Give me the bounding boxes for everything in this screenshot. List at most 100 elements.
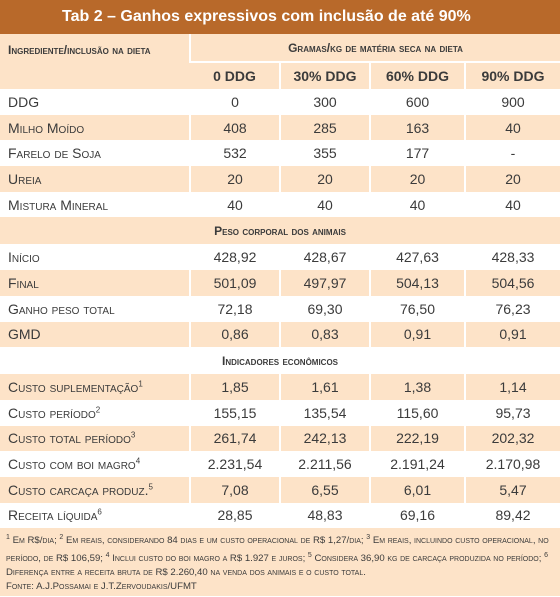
cell: 40 xyxy=(369,191,465,218)
cell: 20 xyxy=(369,166,465,192)
cell: 261,74 xyxy=(189,425,280,452)
cell: 285 xyxy=(279,114,370,141)
data-row: Receita líquida6 28,85 48,83 69,16 89,42 xyxy=(0,502,560,529)
row-label: DDG xyxy=(8,93,40,110)
data-row: DDG 0 300 600 900 xyxy=(0,89,560,115)
cell: 40 xyxy=(279,191,370,218)
group-header: Gramas/kg de matéria seca na dieta xyxy=(188,34,560,63)
cell: 504,13 xyxy=(369,270,465,296)
cell: 428,92 xyxy=(189,244,280,271)
row-label: Custo período xyxy=(8,404,96,421)
cell: 300 xyxy=(279,89,370,115)
column-header: 90% DDG xyxy=(463,62,560,89)
cell: 1,14 xyxy=(463,374,560,400)
cell: 72,18 xyxy=(189,295,280,322)
cell: 6,55 xyxy=(279,476,370,503)
data-row: Ureia 20 20 20 20 xyxy=(0,166,560,192)
data-row: Final 501,09 497,97 504,13 504,56 xyxy=(0,270,560,296)
cell: 40 xyxy=(463,114,560,141)
data-row: Início 428,92 428,67 427,63 428,33 xyxy=(0,244,560,271)
cell: 2.231,54 xyxy=(189,451,280,477)
row-label: Ganho peso total xyxy=(8,300,115,317)
cell: 532 xyxy=(189,140,280,167)
note-ref: 6 xyxy=(97,507,102,517)
section-title: Indicadores econômicos xyxy=(222,353,339,368)
row-label-cell: Mistura Mineral xyxy=(0,192,190,218)
column-header: 60% DDG xyxy=(369,62,465,89)
cell: 40 xyxy=(463,191,560,218)
footnote-text: Inclui custo do boi magro a R$ 1.927 e j… xyxy=(112,552,306,564)
row-label-cell: Custo suplementação1 xyxy=(0,374,190,400)
footnote-mark: 6 xyxy=(544,551,548,559)
data-table: Ingrediente/inclusão na dieta Gramas/kg … xyxy=(0,34,560,529)
source: Fonte: A.J.Possamai e J.T.Zervoudakis/UF… xyxy=(6,580,197,592)
cell: 135,54 xyxy=(279,399,370,426)
cell: 202,32 xyxy=(463,425,560,452)
cell: - xyxy=(463,140,560,167)
cell: 0,83 xyxy=(279,321,370,348)
cell: 76,23 xyxy=(463,295,560,322)
data-row: Milho Moído 408 285 163 40 xyxy=(0,114,560,141)
cell: 1,85 xyxy=(189,374,280,400)
cell: 1,61 xyxy=(279,374,370,400)
row-label: Custo total período xyxy=(8,430,131,447)
cell: 95,73 xyxy=(463,399,560,426)
data-row: Custo carcaça produz.5 7,08 6,55 6,01 5,47 xyxy=(0,476,560,503)
cell: 155,15 xyxy=(189,399,280,426)
footnote-mark: 1 xyxy=(6,534,10,542)
row-label-cell: Ureia xyxy=(0,166,190,192)
cell: 7,08 xyxy=(189,476,280,503)
cell: 501,09 xyxy=(189,270,280,296)
cell: 428,33 xyxy=(463,244,560,271)
row-label-cell: Custo com boi magro4 xyxy=(0,451,190,477)
data-row: Mistura Mineral 40 40 40 40 xyxy=(0,191,560,218)
row-label: Ureia xyxy=(8,170,42,187)
cell: 408 xyxy=(189,114,280,141)
footnote-text: Em R$/dia; xyxy=(12,535,57,547)
footnote-text: Em reais, considerando 84 dias e um cust… xyxy=(66,535,364,547)
data-row: Custo suplementação1 1,85 1,61 1,38 1,14 xyxy=(0,374,560,400)
cell: 427,63 xyxy=(369,244,465,271)
row-label: Custo com boi magro xyxy=(8,456,136,473)
row-label-cell: DDG xyxy=(0,89,190,115)
data-row: Farelo de Soja 532 355 177- xyxy=(0,140,560,167)
cell: 76,50 xyxy=(369,295,465,322)
cell: 0 xyxy=(189,89,280,115)
cell: 355 xyxy=(279,140,370,167)
footnotes: 1 Em R$/dia; 2 Em reais, considerando 84… xyxy=(0,528,560,597)
cell: 5,47 xyxy=(463,476,560,503)
note-ref: 1 xyxy=(138,379,143,389)
cell: 0,91 xyxy=(463,321,560,348)
note-ref: 5 xyxy=(148,482,153,492)
section-row: Peso corporal dos animais xyxy=(0,217,560,245)
cell: 28,85 xyxy=(189,502,280,529)
footnote-text: Considera 36,90 kg de carcaça produzida … xyxy=(314,552,542,564)
cell: 2.211,56 xyxy=(279,451,370,477)
data-row: GMD 0,86 0,83 0,91 0,91 xyxy=(0,321,560,348)
row-label: Farelo de Soja xyxy=(8,145,101,162)
row-label-cell: Milho Moído xyxy=(0,114,190,141)
cell: 69,16 xyxy=(369,502,465,529)
cell: 2.170,98 xyxy=(463,451,560,477)
row-label: Início xyxy=(8,249,40,266)
cell: 20 xyxy=(463,166,560,192)
row-label: Custo suplementação xyxy=(8,379,139,396)
row-label-cell: Início xyxy=(0,244,190,270)
cell: 177 xyxy=(369,140,465,167)
footnote-text: Em reais, incluindo custo operacional, n… xyxy=(6,535,549,564)
row-label-cell: Receita líquida6 xyxy=(0,503,190,529)
cell: 40 xyxy=(189,191,280,218)
cell: 497,97 xyxy=(279,270,370,296)
row-label-cell: GMD xyxy=(0,321,190,348)
table-title: Tab 2 – Ganhos expressivos com inclusão … xyxy=(0,0,560,34)
row-label-cell: Custo carcaça produz.5 xyxy=(0,476,190,503)
cell: 6,01 xyxy=(369,476,465,503)
data-row: Custo total período3 261,74 242,13 222,19 20… xyxy=(0,425,560,452)
cell: 900 xyxy=(463,89,560,115)
cell: 1,38 xyxy=(369,374,465,400)
row-label-cell: Final xyxy=(0,270,190,296)
data-row: Ganho peso total 72,18 69,30 76,50 76,23 xyxy=(0,295,560,322)
note-ref: 4 xyxy=(135,456,141,466)
